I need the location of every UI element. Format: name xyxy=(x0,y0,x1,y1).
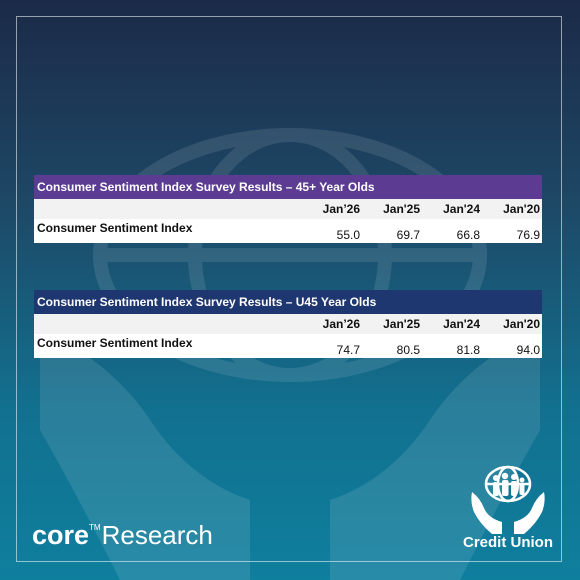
table-row: Consumer Sentiment Index 55.0 69.7 66.8 … xyxy=(34,219,542,243)
value-jan24: 66.8 xyxy=(422,219,482,243)
logo-core-word: core xyxy=(32,520,90,550)
value-jan26: 74.7 xyxy=(302,334,362,358)
value-jan26: 55.0 xyxy=(302,219,362,243)
table-45-plus: Consumer Sentiment Index Survey Results … xyxy=(34,175,542,243)
header-jan26: Jan’26 xyxy=(302,314,362,334)
table-header-row: Jan’26 Jan'25 Jan'24 Jan'20 xyxy=(34,199,542,219)
header-jan25: Jan'25 xyxy=(362,199,422,219)
credit-union-text: Credit Union xyxy=(463,534,553,551)
value-jan25: 80.5 xyxy=(362,334,422,358)
logo-trademark: TM xyxy=(89,523,101,532)
core-research-logo: coreTMResearch xyxy=(32,520,213,551)
header-jan20: Jan'20 xyxy=(482,314,543,334)
header-blank xyxy=(34,199,302,219)
table-under-45: Consumer Sentiment Index Survey Results … xyxy=(34,290,543,358)
table-header-row: Jan’26 Jan'25 Jan'24 Jan'20 xyxy=(34,314,543,334)
header-jan24: Jan'24 xyxy=(422,314,482,334)
value-jan20: 94.0 xyxy=(482,334,543,358)
row-label: Consumer Sentiment Index xyxy=(34,334,302,358)
header-jan20: Jan'20 xyxy=(482,199,542,219)
credit-union-logo-icon xyxy=(471,465,545,534)
table-title: Consumer Sentiment Index Survey Results … xyxy=(34,175,542,199)
table-title: Consumer Sentiment Index Survey Results … xyxy=(34,290,543,314)
header-jan26: Jan’26 xyxy=(302,199,362,219)
header-jan25: Jan'25 xyxy=(362,314,422,334)
value-jan25: 69.7 xyxy=(362,219,422,243)
value-jan20: 76.9 xyxy=(482,219,542,243)
header-jan24: Jan'24 xyxy=(422,199,482,219)
header-blank xyxy=(34,314,302,334)
table-title-row: Consumer Sentiment Index Survey Results … xyxy=(34,290,543,314)
table-title-row: Consumer Sentiment Index Survey Results … xyxy=(34,175,542,199)
value-jan24: 81.8 xyxy=(422,334,482,358)
logo-research-word: Research xyxy=(101,520,213,550)
table-row: Consumer Sentiment Index 74.7 80.5 81.8 … xyxy=(34,334,543,358)
border-frame xyxy=(16,16,562,562)
row-label: Consumer Sentiment Index xyxy=(34,219,302,243)
